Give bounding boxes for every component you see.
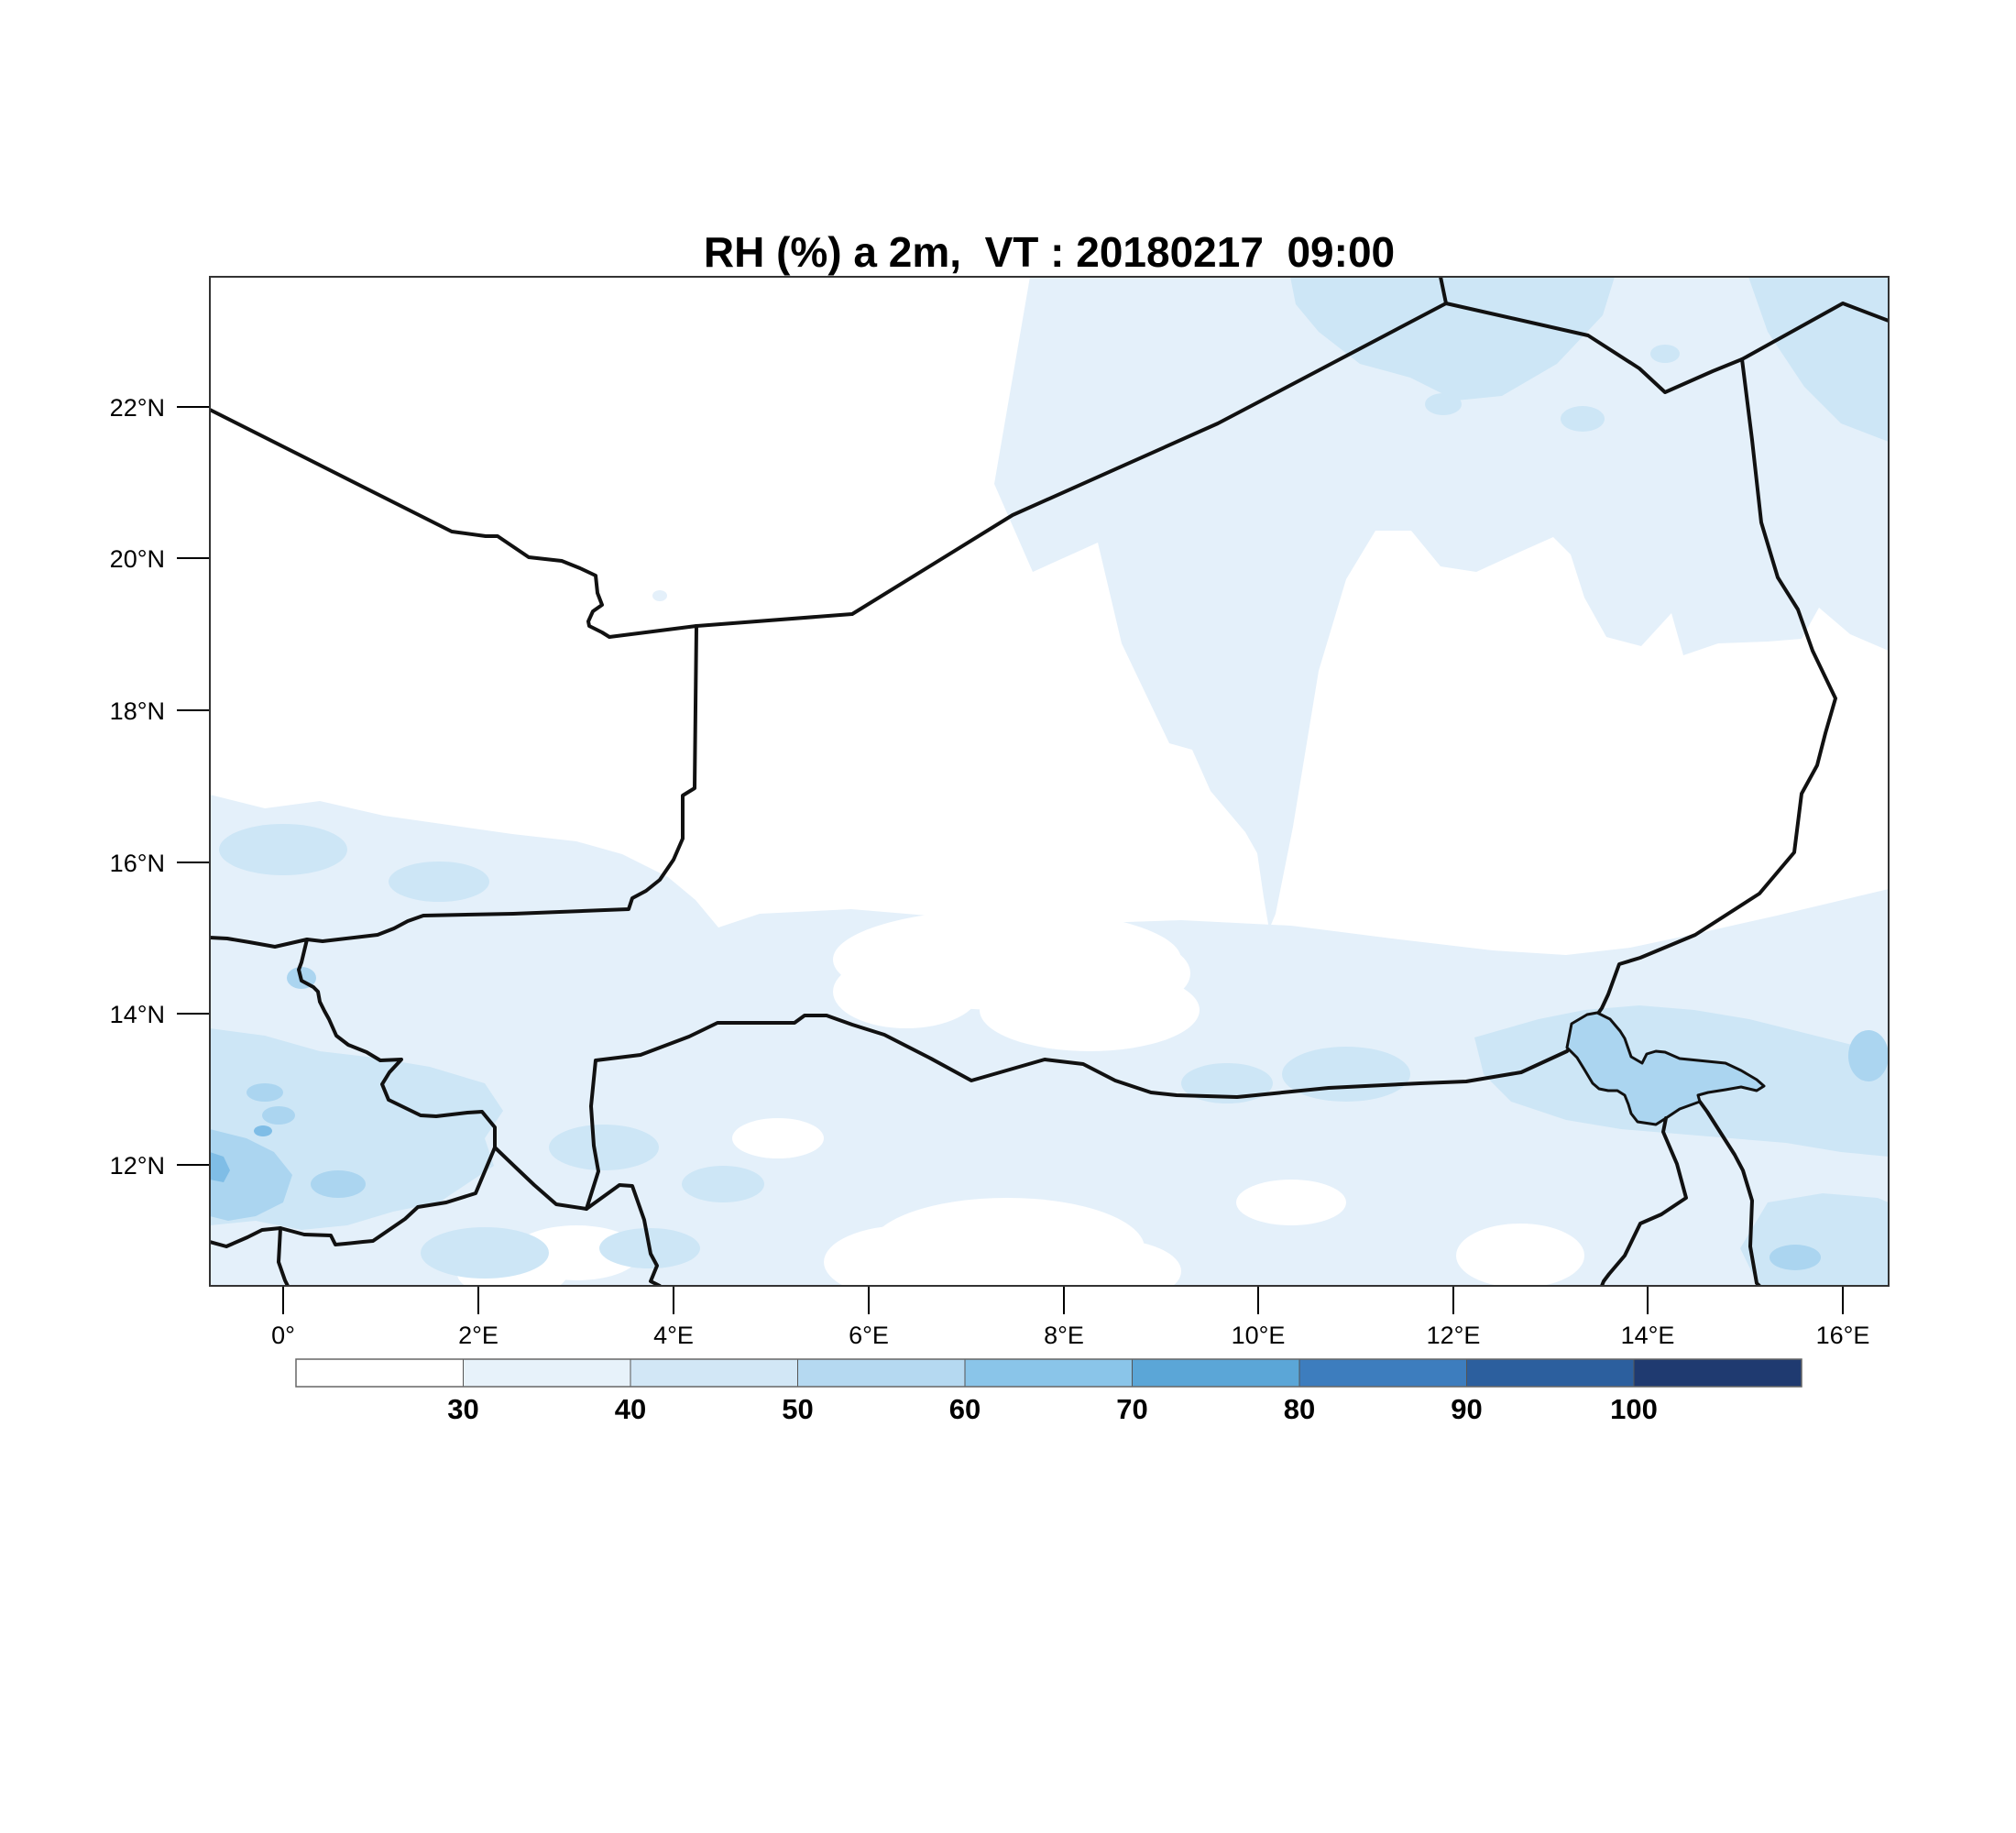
colorbar-label: 90 [1451, 1393, 1482, 1425]
lat-tick-label: 14°N [110, 1001, 165, 1028]
rh-core-blob [1848, 1030, 1889, 1081]
colorbar-cell [463, 1358, 631, 1388]
border-benin-niger [493, 1146, 588, 1211]
lon-tick-label: 0° [271, 1322, 295, 1349]
border-libya-chad [1740, 302, 1889, 361]
longitude-axis: 0° 2°E 4°E 6°E 8°E 10°E 12°E 14°E 16°E [271, 1287, 1869, 1349]
dry-pocket [1236, 1180, 1346, 1225]
rh-islet [1133, 301, 1158, 317]
lon-tick-label: 2°E [458, 1322, 499, 1349]
border-niger-nigeria [585, 1014, 1572, 1211]
lon-tick-label: 12°E [1427, 1322, 1481, 1349]
rh-islet [652, 590, 667, 601]
rh-islet [1216, 317, 1234, 357]
lon-tick-label: 10°E [1232, 1322, 1286, 1349]
border-algeria-libya [1439, 277, 1448, 305]
border-niger-burkina [297, 938, 497, 1149]
border-burkina-benin [210, 1146, 497, 1248]
colorbar: 30 40 50 60 70 80 90 100 [295, 1358, 1802, 1425]
rh-blob [549, 1125, 659, 1170]
dry-pockets-layer [457, 909, 1584, 1286]
border-benin-nigeria [585, 1183, 662, 1286]
rh-blob [1650, 345, 1680, 363]
rh-core-blob [262, 1106, 295, 1125]
map-frame [209, 276, 1890, 1287]
rh-core-left-edge [210, 1129, 292, 1221]
lake-chad-outline [1565, 1011, 1766, 1126]
dry-pocket [833, 955, 980, 1028]
rh-islet [1245, 463, 1293, 485]
colorbar-label: 50 [782, 1393, 813, 1425]
rh-blob [682, 1166, 764, 1202]
colorbar-label: 100 [1610, 1393, 1658, 1425]
colorbar-cell [797, 1358, 966, 1388]
map-panel [209, 276, 1890, 1287]
rh-patch-top-center [1290, 277, 1615, 401]
rh-blob [389, 862, 489, 902]
rh-blob [421, 1227, 549, 1279]
lon-tick-label: 4°E [653, 1322, 694, 1349]
colorbar-cell [1466, 1358, 1635, 1388]
colorbar-cell [295, 1358, 464, 1388]
dry-pocket [1035, 1239, 1181, 1286]
border-algeria-mali [210, 408, 698, 639]
colorbar-label: 30 [447, 1393, 478, 1425]
rh-patch-top-right [1748, 277, 1889, 442]
dry-pocket [732, 1118, 824, 1158]
lon-tick-label: 6°E [849, 1322, 889, 1349]
colorbar-cell [964, 1358, 1133, 1388]
lon-tick-label: 14°E [1621, 1322, 1675, 1349]
rh-max-blob [254, 1125, 272, 1136]
border-libya-niger [1444, 302, 1744, 394]
border-chad-cameroon [1698, 1100, 1761, 1286]
dry-pocket [1456, 1224, 1584, 1286]
lon-tick-label: 16°E [1816, 1322, 1870, 1349]
rh-blob [1425, 393, 1462, 415]
rh-blob [1561, 406, 1605, 432]
border-mali-niger [210, 624, 698, 949]
rh-core-blob [247, 1083, 283, 1102]
latitude-axis: 22°N 20°N 18°N 16°N 14°N 12°N [110, 394, 209, 1180]
lat-tick-label: 18°N [110, 697, 165, 725]
rh-patch-northeast [994, 277, 1889, 929]
rh-blob [219, 824, 347, 875]
lat-tick-label: 12°N [110, 1152, 165, 1180]
colorbar-label: 80 [1284, 1393, 1315, 1425]
colorbar-cell [630, 1358, 798, 1388]
rh-blob [1282, 1047, 1410, 1102]
country-borders [210, 277, 1889, 1286]
dry-pocket [824, 1225, 989, 1286]
dry-pocket [1080, 941, 1190, 1005]
colorbar-cell [1132, 1358, 1300, 1388]
lat-tick-label: 20°N [110, 545, 165, 573]
rh-60-70-layer [210, 1125, 272, 1182]
colorbar-frame [295, 1358, 1802, 1388]
rh-50-60-layer [210, 967, 1889, 1270]
rh-core-blob [311, 1170, 366, 1198]
border-algeria-niger [695, 302, 1448, 628]
rh-blob [1181, 1063, 1273, 1103]
rh-max-left-edge [210, 1152, 230, 1182]
colorbar-label: 40 [615, 1393, 646, 1425]
border-nigeria-cameroon [1600, 1116, 1688, 1286]
humidity-field [210, 277, 1889, 1286]
lon-tick-label: 8°E [1044, 1322, 1084, 1349]
lat-tick-label: 22°N [110, 394, 165, 422]
border-niger-chad [1595, 357, 1837, 1016]
rh-core-blob [1769, 1245, 1821, 1270]
colorbar-label: 70 [1116, 1393, 1147, 1425]
colorbar-cell [1633, 1358, 1802, 1388]
colorbar-cell [1298, 1358, 1467, 1388]
plot-title: RH (%) a 2m, VT : 20180217 09:00 [703, 228, 1396, 276]
lat-tick-label: 16°N [110, 850, 165, 877]
colorbar-label: 60 [949, 1393, 981, 1425]
border-togo-ghana [277, 1226, 290, 1286]
